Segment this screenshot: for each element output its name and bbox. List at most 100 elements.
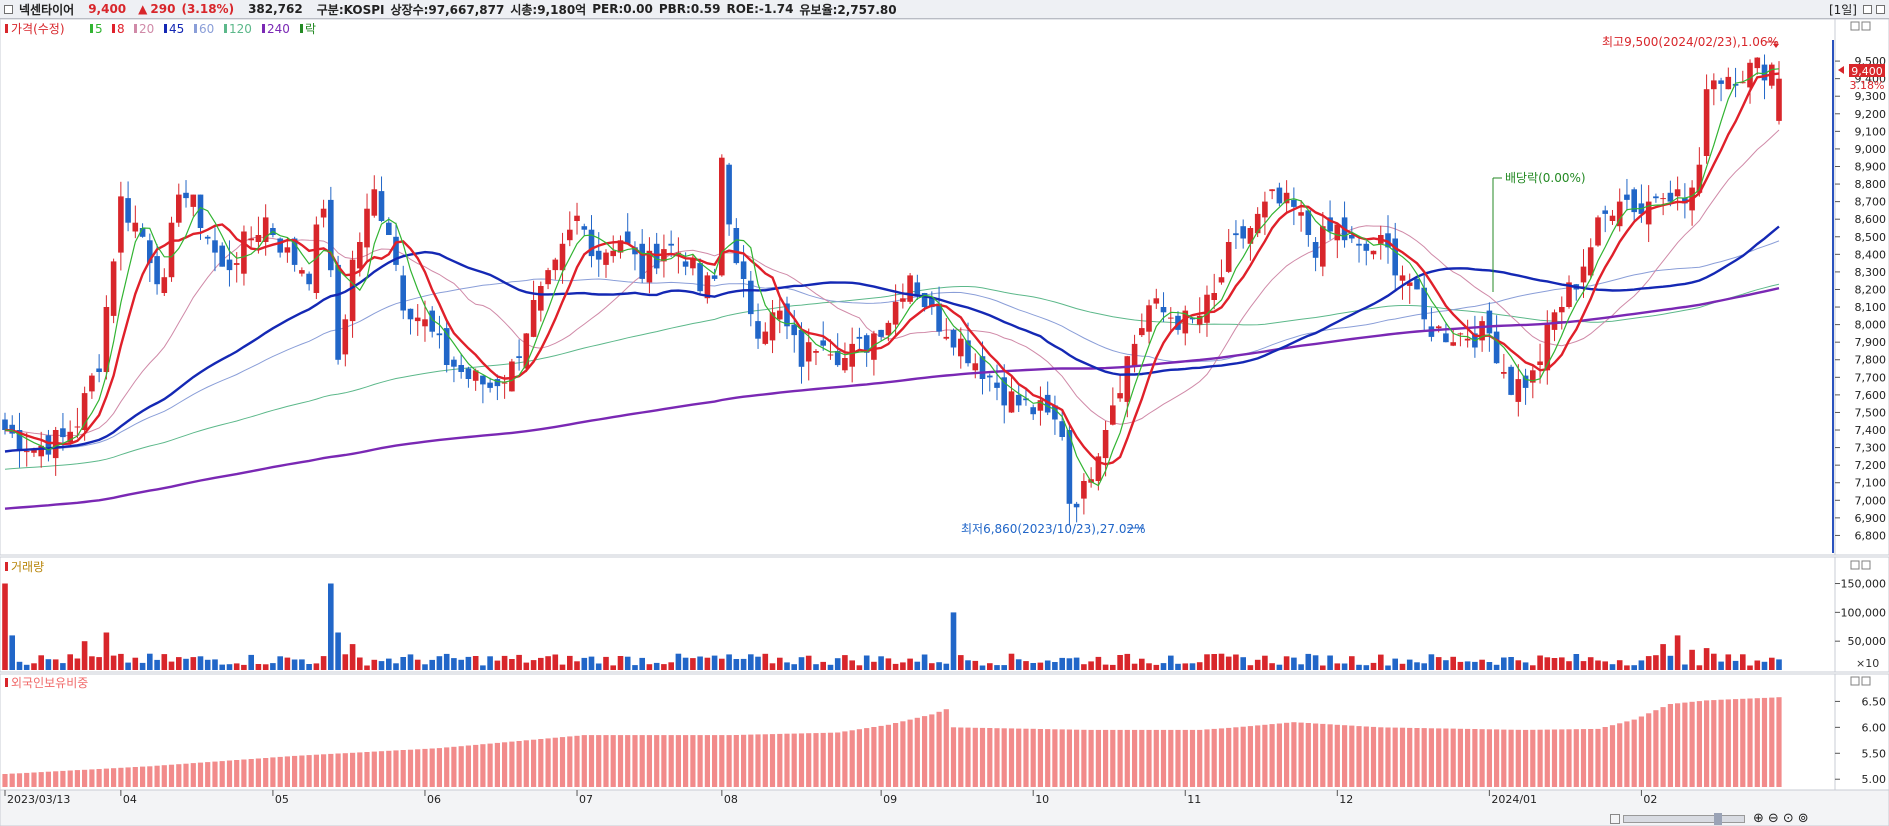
volume-bar [1110, 664, 1116, 670]
volume-bar [581, 657, 588, 670]
volume-bar [16, 661, 23, 670]
foreign-ownership-bar [943, 709, 949, 787]
price-panel-minimize-icon[interactable] [1850, 21, 1860, 31]
volume-bar [1551, 658, 1558, 670]
foreign-ownership-bar [1494, 729, 1500, 787]
candle [1081, 473, 1087, 515]
volume-bar [190, 657, 197, 670]
volume-bar [219, 664, 225, 670]
candle [219, 242, 225, 267]
price-tick-label: 8,000 [1855, 319, 1887, 332]
foreign-ownership-bar [610, 735, 616, 787]
chart-area[interactable]: 6,800 6,900 7,000 7,100 7,200 7,300 7,400 7,500… [0, 19, 1889, 826]
foreign-ownership-bar [1139, 729, 1145, 787]
price-tick-label: 8,100 [1855, 301, 1887, 314]
volume-bar [1131, 663, 1138, 670]
reserve-ratio: 유보율:2,757.80 [799, 2, 897, 17]
candle [371, 175, 378, 218]
foreign-ownership-bar [350, 752, 356, 787]
foreign-ownership-bar [1370, 726, 1377, 787]
foreign-ownership-bar [1725, 699, 1731, 787]
volume-bar [1703, 648, 1710, 670]
candle [907, 273, 913, 305]
candle [328, 186, 334, 278]
candle [306, 271, 312, 291]
zoom-reset-icon[interactable]: ⊙ [1782, 811, 1794, 826]
candle [1399, 265, 1406, 300]
volume-bar [1370, 662, 1377, 670]
minimize-icon[interactable] [1863, 4, 1872, 14]
foreign-ownership-bar [567, 736, 573, 787]
foreign-ownership-bar [1342, 725, 1348, 787]
foreign-ownership-bar [1385, 727, 1391, 787]
foreign-ownership-bar [1233, 727, 1239, 787]
foreign-ownership-bar [1276, 723, 1282, 787]
volume-bar [1254, 659, 1261, 670]
foreign-panel-close-icon[interactable] [1861, 676, 1871, 686]
volume-bar [233, 663, 240, 670]
x-tick-label: 10 [1035, 793, 1049, 806]
volume-bar [509, 659, 515, 670]
volume-panel-close-icon[interactable] [1861, 560, 1871, 570]
foreign-ownership-bar [415, 749, 421, 787]
volume-bar [313, 663, 320, 670]
foreign-ownership-bar [24, 772, 30, 787]
candle [704, 272, 711, 304]
period-selector[interactable]: [1일] [1828, 2, 1857, 17]
volume-bar [950, 612, 957, 670]
volume-bar [299, 659, 305, 670]
foreign-ownership-bar [748, 734, 754, 787]
zoom-in-icon[interactable]: ⊕ [1753, 811, 1764, 826]
volume-bar [820, 661, 826, 670]
foreign-ownership-bar [516, 741, 522, 787]
foreign-ownership-bar [929, 714, 935, 787]
volume-bar [1689, 649, 1695, 670]
price-panel-close-icon[interactable] [1861, 21, 1871, 31]
foreign-ownership-bar [306, 755, 312, 787]
zoom-out-icon[interactable]: ⊖ [1767, 811, 1779, 826]
volume-bar [386, 658, 392, 670]
foreign-ownership-bar [1255, 725, 1261, 787]
candle [748, 271, 754, 327]
volume-bar [393, 663, 399, 670]
volume-bar [1385, 665, 1391, 670]
candle [1602, 205, 1608, 233]
volume-bar [277, 656, 283, 670]
volume-bar [1182, 663, 1189, 670]
foreign-ownership-bar [161, 765, 167, 787]
candle [1537, 343, 1543, 384]
foreign-ownership-bar [118, 767, 124, 787]
foreign-ownership-bar [1638, 716, 1644, 787]
volume-bar [567, 655, 573, 670]
candle [1312, 237, 1319, 272]
foreign-ownership-bar [393, 750, 399, 787]
volume-bar [798, 657, 805, 670]
volume-bar [1341, 663, 1348, 670]
volume-panel-minimize-icon[interactable] [1850, 560, 1860, 570]
foreign-ownership-bar [922, 716, 928, 787]
candle [1718, 77, 1724, 102]
volume-bar [443, 653, 450, 670]
foreign-ownership-bar [820, 732, 826, 787]
foreign-ownership-bar [328, 753, 334, 787]
price-tick-label: 9,100 [1855, 125, 1887, 138]
price-tick-label: 7,500 [1855, 406, 1887, 419]
scroll-left-icon[interactable] [1610, 813, 1620, 824]
volume-bar [668, 662, 674, 670]
zoom-slider[interactable] [1623, 812, 1745, 825]
foreign-panel-minimize-icon[interactable] [1850, 676, 1860, 686]
foreign-ownership-bar [588, 735, 595, 787]
foreign-ownership-bar [219, 761, 225, 787]
window-menu-icon[interactable] [4, 4, 13, 14]
legend-ma-45: 45 [169, 22, 184, 36]
stock-name[interactable]: 넥센타이어 [19, 2, 75, 17]
legend-ma-5: 5 [95, 22, 103, 36]
volume-bar [1276, 664, 1283, 670]
candle [979, 341, 986, 395]
volume-bar [1587, 657, 1594, 670]
foreign-ownership-bar [1544, 729, 1550, 787]
zoom-fit-icon[interactable]: ⊚ [1797, 811, 1809, 826]
volume-bar [1435, 657, 1442, 670]
volume-bar [38, 655, 44, 670]
close-icon[interactable] [1876, 4, 1885, 14]
